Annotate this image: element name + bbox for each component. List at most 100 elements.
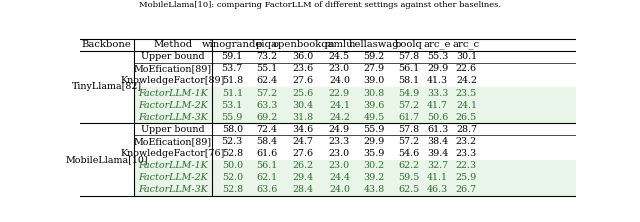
- Text: 33.3: 33.3: [427, 89, 448, 97]
- Text: 30.1: 30.1: [456, 52, 477, 61]
- Text: 26.2: 26.2: [292, 161, 314, 170]
- Text: 62.2: 62.2: [398, 161, 419, 170]
- Text: 31.8: 31.8: [292, 113, 314, 122]
- Text: 50.0: 50.0: [221, 161, 243, 170]
- Text: 24.7: 24.7: [292, 137, 314, 146]
- Text: MoEfication[89]: MoEfication[89]: [134, 137, 212, 146]
- Text: 57.2: 57.2: [398, 137, 419, 146]
- Text: 24.5: 24.5: [329, 52, 350, 61]
- Text: 52.8: 52.8: [221, 185, 243, 194]
- Text: Upper bound: Upper bound: [141, 52, 205, 61]
- Text: winogrande: winogrande: [202, 40, 262, 49]
- Text: 55.3: 55.3: [427, 52, 448, 61]
- Text: 23.6: 23.6: [292, 64, 314, 73]
- Text: 23.3: 23.3: [456, 149, 477, 158]
- Text: 55.9: 55.9: [221, 113, 243, 122]
- Text: 24.1: 24.1: [456, 101, 477, 110]
- Text: arc_c: arc_c: [453, 40, 480, 49]
- Text: 63.6: 63.6: [256, 185, 278, 194]
- Text: 50.6: 50.6: [427, 113, 448, 122]
- Text: piqa: piqa: [256, 40, 278, 49]
- Text: 49.5: 49.5: [364, 113, 385, 122]
- Text: 39.2: 39.2: [364, 173, 385, 182]
- Text: 28.4: 28.4: [292, 185, 314, 194]
- Text: 56.1: 56.1: [398, 64, 419, 73]
- Text: 35.9: 35.9: [364, 149, 385, 158]
- Text: 39.4: 39.4: [427, 149, 448, 158]
- Text: 39.0: 39.0: [364, 76, 385, 85]
- Bar: [134, 184, 576, 196]
- Bar: [134, 99, 576, 111]
- Text: Method: Method: [153, 40, 192, 49]
- Text: openbookqa: openbookqa: [273, 40, 334, 49]
- Bar: [134, 87, 576, 99]
- Text: 23.2: 23.2: [456, 137, 477, 146]
- Text: 22.3: 22.3: [456, 161, 477, 170]
- Text: 62.4: 62.4: [257, 76, 278, 85]
- Text: Backbone: Backbone: [82, 40, 132, 49]
- Text: 30.2: 30.2: [364, 161, 385, 170]
- Text: 24.2: 24.2: [329, 113, 350, 122]
- Text: KnowledgeFactor[76]: KnowledgeFactor[76]: [120, 149, 225, 158]
- Text: 26.7: 26.7: [456, 185, 477, 194]
- Text: 24.9: 24.9: [329, 125, 350, 134]
- Text: 39.6: 39.6: [364, 101, 385, 110]
- Text: FactorLLM-3K: FactorLLM-3K: [138, 113, 207, 122]
- Text: 57.2: 57.2: [398, 101, 419, 110]
- Text: 55.9: 55.9: [364, 125, 385, 134]
- Text: 29.9: 29.9: [427, 64, 448, 73]
- Text: 52.3: 52.3: [221, 137, 243, 146]
- Text: 59.2: 59.2: [364, 52, 385, 61]
- Text: 52.0: 52.0: [221, 173, 243, 182]
- Text: 46.3: 46.3: [427, 185, 448, 194]
- Text: 58.4: 58.4: [257, 137, 278, 146]
- Text: 52.8: 52.8: [221, 149, 243, 158]
- Text: 53.7: 53.7: [221, 64, 243, 73]
- Text: 36.0: 36.0: [292, 52, 314, 61]
- Text: 29.4: 29.4: [292, 173, 314, 182]
- Text: 27.6: 27.6: [292, 76, 314, 85]
- Text: 62.1: 62.1: [257, 173, 278, 182]
- Text: 69.2: 69.2: [257, 113, 278, 122]
- Text: FactorLLM-2K: FactorLLM-2K: [138, 101, 207, 110]
- Text: 58.0: 58.0: [221, 125, 243, 134]
- Text: MobileLlama[10]: comparing FactorLLM of different settings against other baselin: MobileLlama[10]: comparing FactorLLM of …: [139, 1, 501, 9]
- Text: 57.2: 57.2: [257, 89, 278, 97]
- Text: boolq: boolq: [395, 40, 423, 49]
- Text: FactorLLM-2K: FactorLLM-2K: [138, 173, 207, 182]
- Text: MoEfication[89]: MoEfication[89]: [134, 64, 212, 73]
- Text: 59.5: 59.5: [398, 173, 420, 182]
- Bar: [134, 160, 576, 172]
- Text: 58.1: 58.1: [398, 76, 419, 85]
- Text: MobileLlama[10]: MobileLlama[10]: [65, 155, 148, 164]
- Text: 24.2: 24.2: [456, 76, 477, 85]
- Text: 54.9: 54.9: [398, 89, 419, 97]
- Text: 51.8: 51.8: [221, 76, 243, 85]
- Text: 61.3: 61.3: [427, 125, 448, 134]
- Text: 23.0: 23.0: [329, 161, 350, 170]
- Text: 73.2: 73.2: [257, 52, 278, 61]
- Text: 57.8: 57.8: [398, 125, 419, 134]
- Text: TinyLlama[82]: TinyLlama[82]: [72, 83, 142, 91]
- Text: 30.8: 30.8: [364, 89, 385, 97]
- Text: 27.6: 27.6: [292, 149, 314, 158]
- Text: 22.9: 22.9: [329, 89, 350, 97]
- Text: arc_e: arc_e: [424, 40, 451, 49]
- Text: 54.6: 54.6: [398, 149, 419, 158]
- Text: 30.4: 30.4: [292, 101, 314, 110]
- Text: 62.5: 62.5: [398, 185, 419, 194]
- Text: 43.8: 43.8: [364, 185, 385, 194]
- Text: FactorLLM-1K: FactorLLM-1K: [138, 161, 207, 170]
- Text: 41.1: 41.1: [427, 173, 448, 182]
- Text: 59.1: 59.1: [221, 52, 243, 61]
- Text: 41.3: 41.3: [427, 76, 448, 85]
- Text: FactorLLM-1K: FactorLLM-1K: [138, 89, 207, 97]
- Text: 51.1: 51.1: [221, 89, 243, 97]
- Text: 41.7: 41.7: [427, 101, 448, 110]
- Text: mmlu: mmlu: [325, 40, 354, 49]
- Text: KnowledgeFactor[89]: KnowledgeFactor[89]: [120, 76, 225, 85]
- Text: Upper bound: Upper bound: [141, 125, 205, 134]
- Text: 27.9: 27.9: [364, 64, 385, 73]
- Text: 24.0: 24.0: [329, 185, 350, 194]
- Text: 23.5: 23.5: [456, 89, 477, 97]
